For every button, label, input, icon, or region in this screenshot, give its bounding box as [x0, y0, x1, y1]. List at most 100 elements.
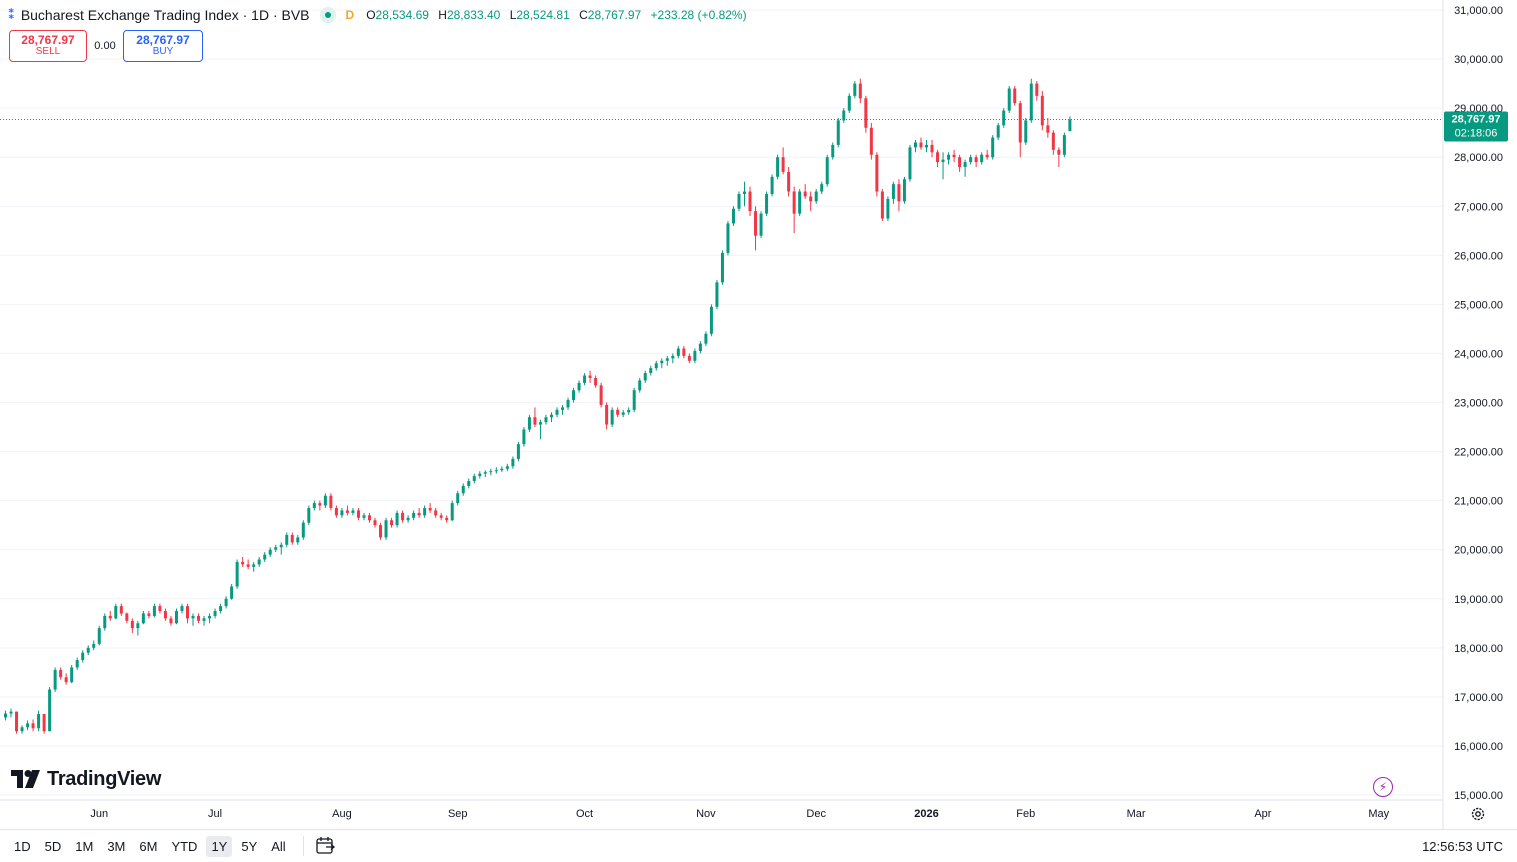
price-tick-label: 20,000.00 [1454, 545, 1503, 557]
candle-body [26, 723, 30, 728]
candle [384, 517, 388, 540]
range-button-1d[interactable]: 1D [14, 838, 31, 854]
candle-body [709, 306, 713, 334]
range-button-ytd[interactable]: YTD [171, 838, 198, 854]
time-tick-label: Mar [1127, 808, 1146, 820]
candle-body [70, 667, 74, 683]
candle [141, 611, 145, 625]
candle [445, 515, 449, 523]
price-tick-label: 22,000.00 [1454, 447, 1503, 459]
symbol-title[interactable]: Bucharest Exchange Trading Index · 1D · … [20, 7, 310, 23]
candle [478, 471, 482, 479]
candle-body [48, 689, 52, 732]
open-value: 28,534.69 [375, 8, 429, 22]
buy-button[interactable]: 28,767.97 BUY [123, 30, 203, 62]
candle [936, 149, 940, 167]
time-axis[interactable]: Jun Jul Aug Sep Oct Nov Dec 2026 Feb Mar Apr May [90, 808, 1389, 820]
candle [853, 81, 857, 99]
candle [163, 608, 167, 621]
range-button-1m[interactable]: 1M [75, 838, 94, 854]
candle-body [1062, 135, 1066, 155]
candle-body [632, 390, 636, 410]
candle [1013, 86, 1017, 106]
candle-body [1002, 110, 1006, 126]
candle [544, 414, 548, 425]
candle [649, 365, 653, 376]
candle [75, 657, 79, 670]
candle [621, 409, 625, 418]
range-button-all[interactable]: All [271, 838, 286, 854]
candle [726, 220, 730, 256]
candle-body [417, 512, 421, 516]
trade-panel: 28,767.97 SELL 0.00 28,767.97 BUY [9, 30, 203, 62]
candle-body [285, 534, 289, 545]
calendar-range-icon[interactable] [314, 835, 336, 857]
candle [197, 613, 201, 624]
date-range-selector: 1D 5D 1M 3M 6M YTD 1Y 5Y All [5, 835, 291, 857]
candle-body [996, 125, 1000, 138]
market-status-icon[interactable] [319, 7, 336, 23]
tradingview-logo[interactable]: TradingView [11, 768, 161, 790]
range-button-3m[interactable]: 3M [107, 838, 126, 854]
time-tick-label: Feb [1016, 808, 1035, 820]
candle-body [114, 606, 118, 619]
candle-body [743, 191, 747, 194]
candles-layer [4, 78, 1072, 734]
gear-icon[interactable] [1470, 806, 1486, 822]
candle-body [86, 647, 90, 653]
candle-body [97, 628, 101, 644]
candle [594, 375, 598, 388]
candle [268, 547, 272, 558]
close-value: 28,767.97 [587, 8, 642, 22]
price-grid [0, 9, 1443, 796]
candle-body [379, 525, 383, 538]
candle [754, 206, 758, 251]
candle-body [665, 358, 669, 361]
candle-body [902, 179, 906, 202]
candle [483, 470, 487, 478]
candle-body [64, 677, 68, 683]
candle-body [318, 503, 322, 506]
candle-body [174, 611, 178, 624]
utc-clock[interactable]: 12:56:53 UTC [1422, 838, 1503, 854]
candle-body [522, 429, 526, 445]
symbol-legend: ⁑ Bucharest Exchange Trading Index · 1D … [8, 5, 753, 25]
candle [522, 427, 526, 447]
candle-body [252, 564, 256, 567]
lightning-icon[interactable]: ⚡ [1373, 777, 1393, 797]
range-button-5d[interactable]: 5D [44, 838, 62, 854]
candle [654, 360, 658, 371]
candle-body [307, 507, 311, 523]
candle [59, 667, 63, 680]
candle-body [544, 417, 548, 423]
range-button-5y[interactable]: 5Y [241, 838, 258, 854]
candle [974, 154, 978, 167]
delay-badge[interactable]: D [345, 8, 355, 22]
candle [329, 493, 333, 511]
candle-body [301, 522, 305, 538]
candle-body [853, 83, 857, 96]
candle-body [1068, 119, 1072, 131]
sell-button[interactable]: 28,767.97 SELL [9, 30, 87, 62]
candle-body [384, 520, 388, 538]
candle [831, 142, 835, 160]
price-tick-label: 24,000.00 [1454, 348, 1503, 360]
range-button-1y[interactable]: 1Y [206, 835, 233, 857]
candle-body [423, 507, 427, 516]
candle [252, 561, 256, 572]
price-tick-label: 27,000.00 [1454, 201, 1503, 213]
symbol-logo-icon: ⁑ [8, 7, 15, 22]
candle [1040, 90, 1044, 131]
candle [26, 720, 30, 731]
price-axis[interactable]: 31,000.0030,000.0029,000.0028,000.0027,0… [1454, 5, 1503, 802]
candle [472, 473, 476, 484]
candle [715, 279, 719, 310]
candle-body [130, 620, 134, 629]
candle [208, 613, 212, 624]
range-button-6m[interactable]: 6M [139, 838, 158, 854]
candle [318, 500, 322, 511]
price-tick-label: 15,000.00 [1454, 790, 1503, 802]
candle [588, 370, 592, 383]
last-price-badge: 28,767.97 02:18:06 [1444, 111, 1508, 142]
